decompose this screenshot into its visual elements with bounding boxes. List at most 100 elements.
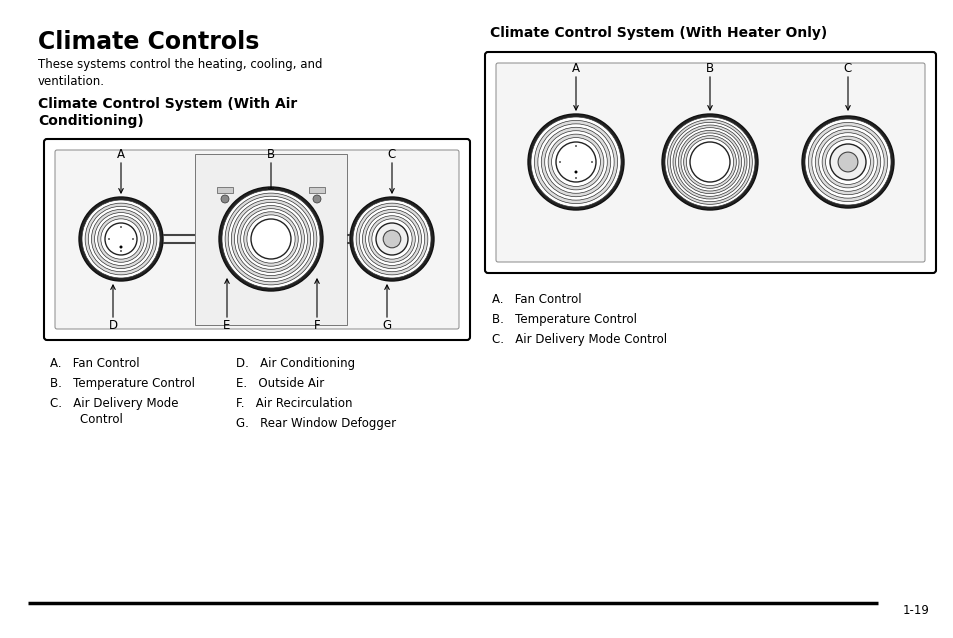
Circle shape (97, 216, 144, 262)
Text: G: G (382, 319, 391, 332)
Bar (309, 187, 325, 193)
Text: A: A (572, 62, 579, 75)
Circle shape (372, 219, 412, 259)
Circle shape (94, 212, 148, 265)
Text: A.   Fan Control: A. Fan Control (50, 357, 139, 370)
Circle shape (120, 250, 122, 252)
Circle shape (105, 223, 137, 255)
Circle shape (548, 134, 603, 190)
Circle shape (91, 209, 151, 269)
Circle shape (556, 142, 596, 182)
Circle shape (590, 161, 593, 163)
FancyBboxPatch shape (496, 63, 924, 262)
Circle shape (222, 190, 319, 288)
Text: C.   Air Delivery Mode
        Control: C. Air Delivery Mode Control (50, 397, 178, 426)
Circle shape (247, 215, 294, 263)
Circle shape (350, 197, 434, 281)
Circle shape (534, 121, 617, 204)
Circle shape (838, 152, 857, 172)
Circle shape (368, 216, 415, 262)
Circle shape (82, 200, 160, 278)
Circle shape (689, 142, 729, 182)
Circle shape (807, 122, 886, 202)
Text: A.   Fan Control: A. Fan Control (492, 293, 581, 306)
Circle shape (240, 209, 301, 269)
Circle shape (818, 133, 877, 191)
Bar (216, 187, 233, 193)
Circle shape (237, 205, 304, 272)
Circle shape (575, 177, 577, 179)
Circle shape (359, 206, 424, 272)
Circle shape (313, 195, 320, 203)
FancyBboxPatch shape (484, 52, 935, 273)
Text: D.   Air Conditioning: D. Air Conditioning (235, 357, 355, 370)
Circle shape (804, 119, 890, 205)
Circle shape (685, 138, 733, 186)
Text: D: D (109, 319, 117, 332)
Text: E.   Outside Air: E. Outside Air (235, 377, 324, 390)
Circle shape (101, 219, 141, 259)
Circle shape (531, 117, 620, 207)
Circle shape (537, 124, 614, 200)
Circle shape (119, 246, 122, 248)
Text: Climate Control System (With Heater Only): Climate Control System (With Heater Only… (490, 26, 826, 40)
Text: B: B (705, 62, 713, 75)
Circle shape (540, 128, 610, 197)
Circle shape (672, 125, 746, 199)
Circle shape (664, 117, 754, 207)
Circle shape (544, 131, 607, 193)
Circle shape (661, 114, 758, 210)
Circle shape (551, 138, 599, 186)
Circle shape (670, 122, 749, 202)
Circle shape (821, 136, 873, 188)
Circle shape (680, 133, 739, 191)
Text: B.   Temperature Control: B. Temperature Control (492, 313, 637, 326)
FancyBboxPatch shape (44, 139, 470, 340)
Circle shape (675, 128, 743, 197)
Text: These systems control the heating, cooling, and
ventilation.: These systems control the heating, cooli… (38, 58, 322, 88)
Circle shape (85, 203, 156, 275)
Circle shape (801, 116, 893, 208)
Circle shape (355, 203, 427, 275)
Circle shape (375, 223, 408, 255)
Circle shape (824, 140, 869, 184)
Text: B.   Temperature Control: B. Temperature Control (50, 377, 194, 390)
Circle shape (244, 212, 298, 266)
Circle shape (79, 197, 163, 281)
Circle shape (811, 126, 883, 198)
Circle shape (815, 130, 880, 195)
Text: A: A (117, 148, 125, 161)
Circle shape (132, 238, 133, 240)
Circle shape (829, 144, 865, 180)
Text: 1-19: 1-19 (902, 604, 929, 617)
Circle shape (228, 197, 314, 282)
Circle shape (558, 161, 560, 163)
Circle shape (365, 212, 418, 265)
FancyBboxPatch shape (55, 150, 458, 329)
Circle shape (108, 238, 110, 240)
Circle shape (234, 202, 307, 276)
Circle shape (120, 226, 122, 228)
Circle shape (89, 206, 153, 272)
Text: F: F (314, 319, 320, 332)
Text: C: C (843, 62, 851, 75)
Text: Climate Control System (With Air
Conditioning): Climate Control System (With Air Conditi… (38, 97, 297, 128)
Circle shape (231, 199, 311, 279)
Circle shape (678, 130, 740, 194)
Circle shape (251, 219, 291, 259)
Circle shape (383, 230, 400, 248)
Circle shape (667, 120, 752, 204)
Text: C.   Air Delivery Mode Control: C. Air Delivery Mode Control (492, 333, 666, 346)
Text: E: E (223, 319, 231, 332)
Circle shape (353, 200, 431, 278)
Circle shape (575, 145, 577, 147)
Bar (194, 154, 347, 325)
Circle shape (219, 187, 323, 291)
Text: G.   Rear Window Defogger: G. Rear Window Defogger (235, 417, 395, 430)
Circle shape (221, 195, 229, 203)
Text: B: B (267, 148, 274, 161)
Circle shape (225, 193, 316, 285)
Circle shape (574, 170, 577, 174)
Circle shape (527, 114, 623, 210)
Text: Climate Controls: Climate Controls (38, 30, 259, 54)
